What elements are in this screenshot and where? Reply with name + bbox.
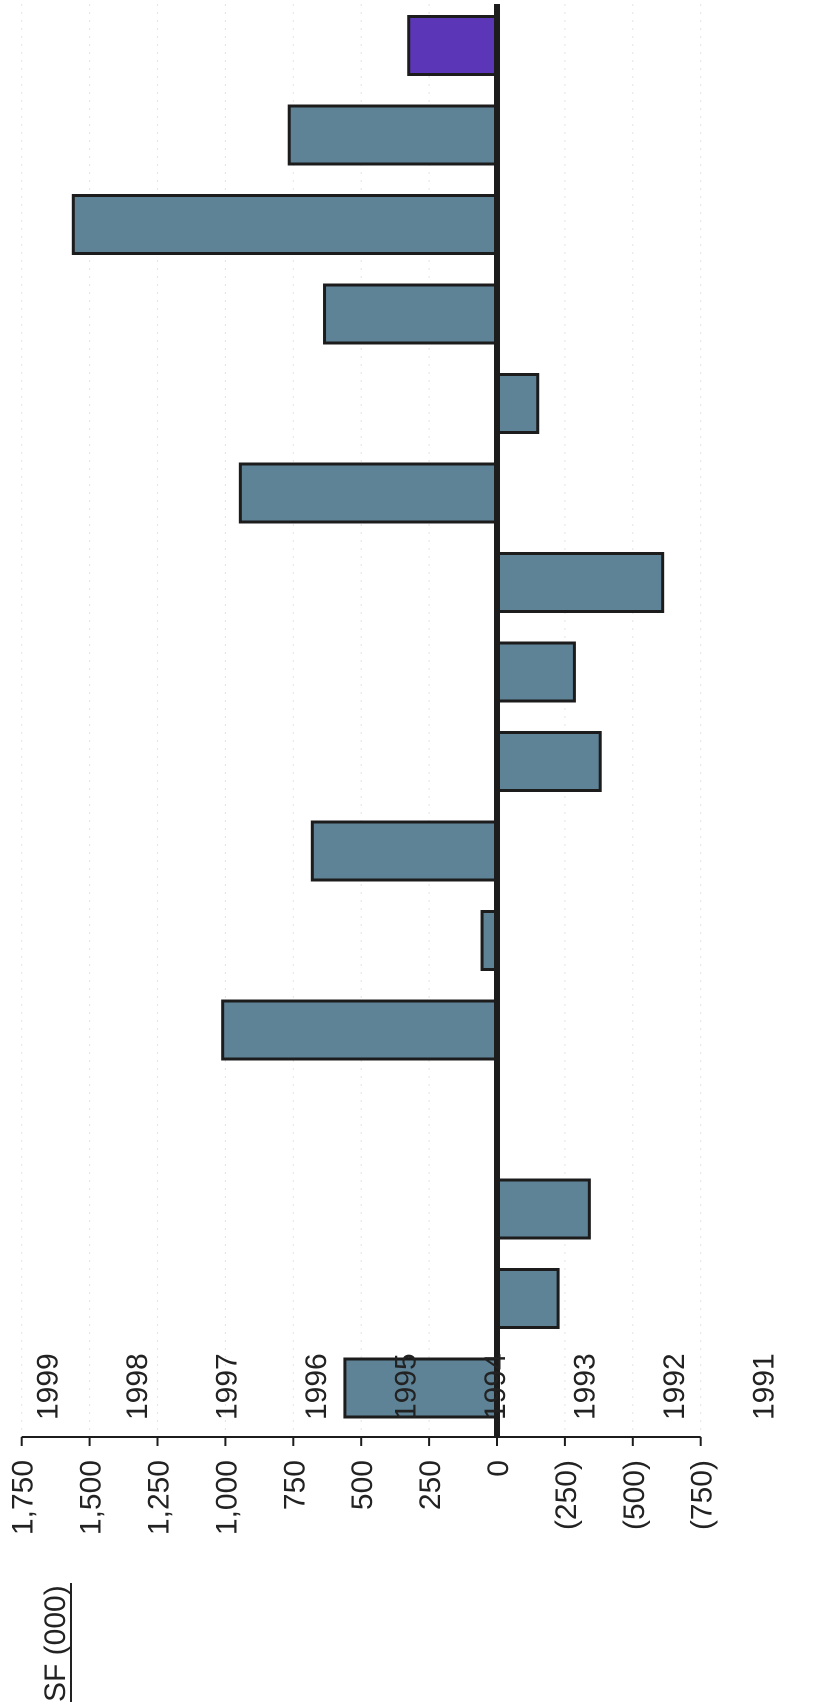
- value-tick-label: 750: [278, 1460, 311, 1510]
- bar-1994: [238, 462, 499, 524]
- bar-1986: [495, 1178, 591, 1240]
- year-label-1998: 1998: [121, 1353, 154, 1420]
- year-label-1994: 1994: [479, 1353, 512, 1420]
- bar-1996: [323, 283, 499, 345]
- unit-label: SF (000): [39, 1585, 72, 1702]
- value-tick-label: 250: [414, 1460, 447, 1510]
- value-tick-label: 1,500: [75, 1460, 108, 1535]
- year-label-1999: 1999: [32, 1353, 65, 1420]
- year-label-1997: 1997: [211, 1353, 244, 1420]
- year-label-1995: 1995: [390, 1353, 423, 1420]
- unit-label-group: SF (000): [39, 1583, 72, 1702]
- bar-1997: [71, 194, 499, 255]
- year-label-1991: 1991: [748, 1353, 781, 1420]
- value-tick-label: (750): [686, 1460, 719, 1530]
- bars: [71, 15, 665, 1419]
- bar-1991: [495, 731, 602, 792]
- value-axis: [20, 1436, 702, 1446]
- value-tick-labels: (750) (500) (250) 0 250 500 750 1,000 1,250 1,500…: [7, 1460, 719, 1535]
- bar-1999: [407, 15, 499, 76]
- value-tick-label: 1,250: [143, 1460, 176, 1535]
- year-labels: 1984198519861987198819891990199119921993…: [32, 1353, 781, 1420]
- value-tick-label: 1,750: [7, 1460, 40, 1535]
- bar-1990: [310, 820, 499, 882]
- value-tick-label: 1,000: [210, 1460, 243, 1535]
- year-label-1993: 1993: [569, 1353, 602, 1420]
- bar-1998: [287, 104, 499, 166]
- value-tick-label: 500: [346, 1460, 379, 1510]
- year-label-1996: 1996: [300, 1353, 333, 1420]
- value-tick-label: (500): [618, 1460, 651, 1530]
- value-tick-label: (250): [550, 1460, 583, 1530]
- bar-1984: [343, 1357, 499, 1419]
- bar-1993: [495, 552, 665, 613]
- bar-1985: [495, 1268, 560, 1329]
- bar-1988: [221, 999, 499, 1061]
- year-label-1992: 1992: [658, 1353, 691, 1420]
- value-tick-label: 0: [482, 1460, 515, 1477]
- bar-1992: [495, 641, 576, 703]
- bar-1995: [495, 373, 540, 434]
